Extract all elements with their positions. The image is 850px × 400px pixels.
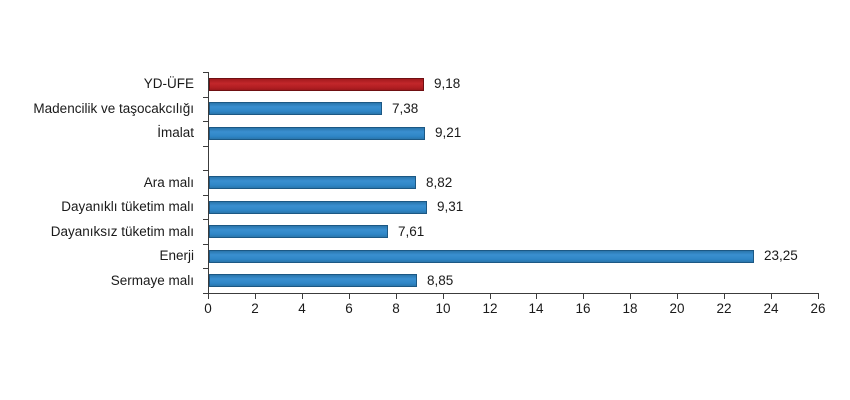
y-axis-tick [203,146,208,147]
category-label: Ara malı [143,174,194,190]
y-axis-tick [203,293,208,294]
x-axis-tick [349,294,350,299]
category-label: Madencilik ve taşocakcılığı [33,100,194,116]
bar [209,176,416,189]
x-axis-tick-label: 20 [669,301,685,316]
bar [209,225,388,238]
x-axis-tick [818,294,819,299]
x-axis-tick [583,294,584,299]
value-label: 9,18 [434,76,461,92]
value-label: 7,61 [398,223,425,239]
bar [209,250,754,263]
bar [209,201,427,214]
y-axis-tick [203,97,208,98]
x-axis-tick-label: 6 [345,301,353,316]
x-axis-tick-label: 2 [251,301,259,316]
bar [209,78,424,91]
x-axis-tick [771,294,772,299]
y-axis-tick [203,195,208,196]
y-axis-tick [203,170,208,171]
category-label: YD-ÜFE [143,76,194,92]
x-axis-tick-label: 12 [482,301,498,316]
category-label: İmalat [157,125,194,141]
x-axis-tick [490,294,491,299]
x-axis-tick [724,294,725,299]
y-axis-tick [203,268,208,269]
value-label: 8,82 [426,174,453,190]
bar [209,102,382,115]
x-axis-tick [396,294,397,299]
bar [209,127,425,140]
y-axis-tick [203,121,208,122]
category-label: Dayanıksız tüketim malı [50,223,194,239]
x-axis-tick-label: 0 [204,301,212,316]
x-axis-tick [536,294,537,299]
x-axis-tick [302,294,303,299]
x-axis-tick [630,294,631,299]
y-axis-tick [203,219,208,220]
category-label: Dayanıklı tüketim malı [61,199,194,215]
plot-area [208,72,819,294]
x-axis-tick [677,294,678,299]
value-label: 8,85 [427,272,454,288]
y-axis-tick [203,72,208,73]
x-axis-tick-label: 8 [392,301,400,316]
value-label: 9,21 [435,125,462,141]
value-label: 23,25 [764,248,798,264]
x-axis-tick-label: 22 [716,301,732,316]
x-axis-tick-label: 10 [435,301,451,316]
x-axis-tick-label: 16 [575,301,591,316]
x-axis-tick [255,294,256,299]
x-axis-tick-label: 24 [763,301,779,316]
x-axis-tick-label: 18 [622,301,638,316]
x-axis-tick [443,294,444,299]
x-axis-tick-label: 4 [298,301,306,316]
category-label: Sermaye malı [110,272,194,288]
x-axis-tick-label: 26 [810,301,826,316]
category-label: Enerji [159,248,194,264]
value-label: 7,38 [392,100,419,116]
x-axis-tick [208,294,209,299]
bar [209,274,417,287]
x-axis-tick-label: 14 [528,301,544,316]
value-label: 9,31 [437,199,464,215]
y-axis-tick [203,244,208,245]
